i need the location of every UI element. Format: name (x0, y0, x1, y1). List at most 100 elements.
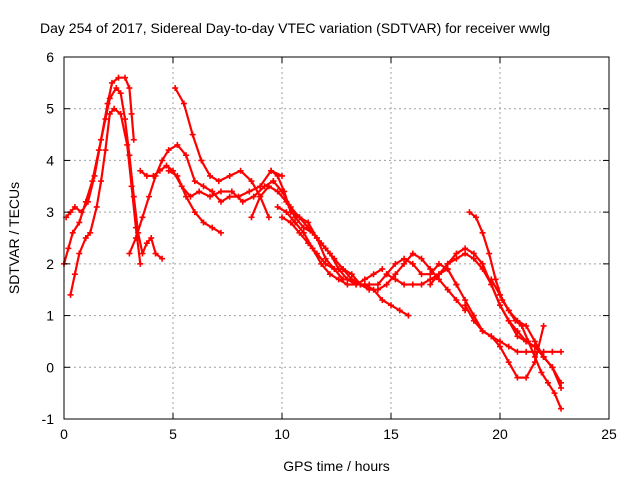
data-point-marker (104, 100, 111, 107)
data-point-marker (544, 379, 551, 386)
data-point-marker (405, 312, 412, 319)
data-point-marker (318, 260, 325, 267)
data-point-marker (540, 322, 547, 329)
series-line (490, 278, 554, 369)
data-point-marker (300, 229, 307, 236)
data-point-marker (497, 343, 503, 350)
data-point-marker (331, 266, 338, 273)
data-point-marker (283, 209, 290, 216)
data-point-marker (505, 359, 512, 366)
data-point-marker (374, 281, 381, 288)
data-point-marker (453, 250, 460, 257)
data-point-marker (207, 193, 214, 200)
data-point-marker (91, 172, 98, 179)
data-point-marker (453, 281, 460, 288)
data-point-marker (139, 250, 146, 257)
data-series-arc-16 (466, 209, 565, 412)
data-point-marker (128, 110, 135, 117)
data-point-marker (558, 348, 565, 355)
data-point-marker (313, 235, 320, 241)
data-point-marker (514, 317, 521, 324)
data-point-marker (156, 167, 163, 174)
data-point-marker (479, 328, 486, 335)
data-series-arc-6 (165, 167, 224, 236)
data-point-marker (427, 281, 434, 288)
data-point-marker (427, 266, 434, 273)
data-series-arc-5 (137, 162, 277, 205)
data-point-marker (102, 147, 109, 154)
data-point-marker (137, 260, 144, 267)
data-series-arc-15 (444, 250, 565, 386)
data-point-marker (361, 276, 368, 283)
y-tick-label: -1 (42, 411, 55, 427)
data-point-marker (531, 359, 538, 366)
data-point-marker (132, 235, 139, 241)
data-point-marker (159, 157, 166, 164)
data-point-marker (401, 260, 408, 267)
data-point-marker (392, 276, 399, 283)
data-point-marker (87, 229, 94, 236)
data-point-marker (237, 167, 244, 174)
data-point-marker (287, 203, 294, 210)
data-point-marker (148, 235, 155, 241)
series-line (65, 76, 135, 219)
x-axis-label: GPS time / hours (283, 458, 390, 474)
data-point-marker (126, 250, 133, 257)
data-point-marker (486, 250, 493, 257)
data-point-marker (427, 276, 434, 283)
data-series-arc-17 (462, 302, 547, 381)
data-point-marker (82, 235, 89, 241)
data-point-marker (305, 224, 312, 231)
data-point-marker (531, 338, 538, 345)
series-line (139, 164, 275, 203)
data-point-marker (462, 245, 469, 252)
data-point-marker (257, 193, 264, 200)
data-point-marker (479, 266, 486, 273)
data-point-marker (239, 198, 246, 205)
data-point-marker (435, 260, 442, 267)
grid (64, 57, 609, 419)
data-point-marker (470, 250, 477, 257)
data-point-marker (69, 229, 76, 236)
data-point-marker (152, 250, 159, 257)
data-point-marker (248, 178, 255, 185)
data-point-marker (226, 172, 233, 179)
data-point-marker (497, 291, 503, 298)
data-point-marker (470, 317, 477, 324)
data-point-marker (196, 188, 203, 195)
data-point-marker (540, 353, 547, 360)
data-point-marker (514, 374, 521, 381)
data-point-marker (348, 276, 355, 283)
y-tick-label: 6 (46, 49, 54, 65)
data-point-marker (117, 90, 124, 97)
data-point-marker (361, 281, 368, 288)
data-point-marker (379, 266, 386, 273)
data-point-marker (115, 74, 122, 81)
data-series-arc-12 (274, 203, 412, 319)
series-line (464, 304, 545, 379)
data-point-marker (523, 348, 530, 355)
data-point-marker (370, 286, 377, 293)
data-point-marker (538, 369, 545, 376)
data-point-marker (67, 291, 74, 298)
data-point-marker (497, 338, 503, 345)
data-point-marker (106, 110, 113, 117)
data-point-marker (122, 116, 129, 123)
data-series-arc-7 (172, 85, 272, 221)
data-point-marker (462, 297, 469, 304)
data-point-marker (558, 379, 565, 386)
data-point-marker (348, 271, 355, 278)
data-point-marker (250, 193, 257, 200)
data-point-marker (207, 172, 214, 179)
series-line (446, 252, 563, 384)
data-point-marker (309, 245, 316, 252)
data-point-marker (78, 209, 85, 216)
x-tick-label: 20 (492, 426, 508, 442)
data-point-marker (549, 348, 556, 355)
data-series-arc-3 (67, 105, 144, 298)
data-point-marker (473, 214, 480, 221)
data-point-marker (191, 209, 198, 216)
data-point-marker (217, 188, 224, 195)
data-point-marker (453, 255, 460, 262)
data-point-marker (305, 219, 312, 226)
